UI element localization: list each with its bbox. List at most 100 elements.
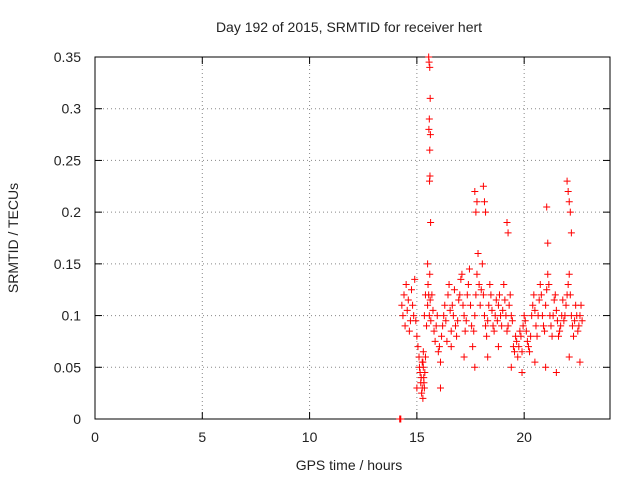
data-point <box>500 281 508 289</box>
data-point <box>517 332 525 340</box>
data-point <box>482 208 490 216</box>
data-point <box>426 131 434 139</box>
x-axis-label: GPS time / hours <box>296 457 403 473</box>
data-point <box>545 281 553 289</box>
data-point <box>452 322 459 330</box>
data-point <box>565 353 573 361</box>
x-tick-label: 5 <box>198 429 206 445</box>
data-point <box>526 348 534 356</box>
data-point <box>412 317 420 325</box>
data-point <box>399 312 407 320</box>
data-point <box>472 291 480 299</box>
data-point <box>478 260 486 268</box>
data-point <box>550 296 558 304</box>
data-point <box>571 317 579 325</box>
data-point <box>504 322 512 330</box>
x-tick-label: 0 <box>91 429 99 445</box>
data-point <box>418 389 426 397</box>
data-point <box>555 332 562 340</box>
data-point <box>484 317 492 325</box>
data-point <box>474 250 482 258</box>
data-point <box>408 286 416 294</box>
data-point <box>566 208 574 216</box>
data-point <box>505 301 513 309</box>
data-point <box>420 379 428 387</box>
data-point <box>467 301 475 309</box>
data-point <box>549 312 557 320</box>
data-point <box>561 312 569 320</box>
data-point <box>426 296 434 304</box>
data-point <box>427 218 435 226</box>
data-point <box>547 322 555 330</box>
data-point <box>479 182 487 190</box>
data-point <box>457 275 465 283</box>
data-point <box>524 343 532 351</box>
data-point <box>578 317 586 325</box>
data-point <box>529 301 537 309</box>
data-point <box>426 63 434 71</box>
data-point <box>421 368 429 376</box>
data-point <box>531 306 539 314</box>
data-point <box>490 327 498 335</box>
data-point <box>413 332 421 340</box>
data-point <box>511 348 519 356</box>
data-point <box>426 177 434 185</box>
data-point <box>564 281 572 289</box>
data-point <box>560 317 568 325</box>
data-point <box>568 322 576 330</box>
data-point <box>469 343 477 351</box>
data-point <box>440 312 448 320</box>
data-point <box>503 327 511 335</box>
data-point <box>544 239 552 247</box>
data-point <box>424 301 432 309</box>
data-point <box>421 353 429 361</box>
data-point <box>494 301 502 309</box>
data-point <box>519 322 527 330</box>
data-point <box>462 317 470 325</box>
data-point <box>498 322 506 330</box>
data-point <box>446 306 454 314</box>
data-point <box>575 322 583 330</box>
data-point <box>480 198 488 206</box>
data-point <box>401 322 409 330</box>
data-point <box>548 332 556 340</box>
y-tick-label: 0.3 <box>62 101 82 117</box>
data-point <box>410 312 418 320</box>
chart-title: Day 192 of 2015, SRMTID for receiver her… <box>216 19 482 35</box>
data-point <box>516 327 524 335</box>
data-point <box>484 353 492 361</box>
data-point <box>503 218 511 226</box>
data-point <box>523 337 531 345</box>
plot-frame <box>94 56 611 420</box>
data-point <box>493 317 501 325</box>
data-point <box>430 327 438 335</box>
data-point <box>419 348 427 356</box>
data-point <box>472 208 480 216</box>
data-point <box>454 317 462 325</box>
data-point <box>541 327 549 335</box>
data-point <box>400 291 408 299</box>
data-point <box>494 343 502 351</box>
data-point <box>425 115 433 123</box>
y-tick-label: 0 <box>73 411 81 427</box>
data-point <box>471 187 479 195</box>
data-point <box>398 301 406 309</box>
data-point <box>535 296 543 304</box>
data-point <box>468 322 476 330</box>
data-point <box>570 332 578 340</box>
data-point <box>565 270 573 278</box>
data-point <box>538 312 546 320</box>
data-point <box>557 322 565 330</box>
data-point <box>426 94 434 102</box>
y-tick-label: 0.35 <box>54 49 81 65</box>
data-point <box>464 281 472 289</box>
data-point <box>480 312 488 320</box>
data-point <box>537 291 545 299</box>
data-point <box>436 384 444 392</box>
data-point <box>539 322 547 330</box>
data-point <box>456 291 464 299</box>
data-point <box>544 270 552 278</box>
data-point <box>518 348 526 356</box>
data-point <box>424 260 432 268</box>
data-point <box>447 343 455 351</box>
